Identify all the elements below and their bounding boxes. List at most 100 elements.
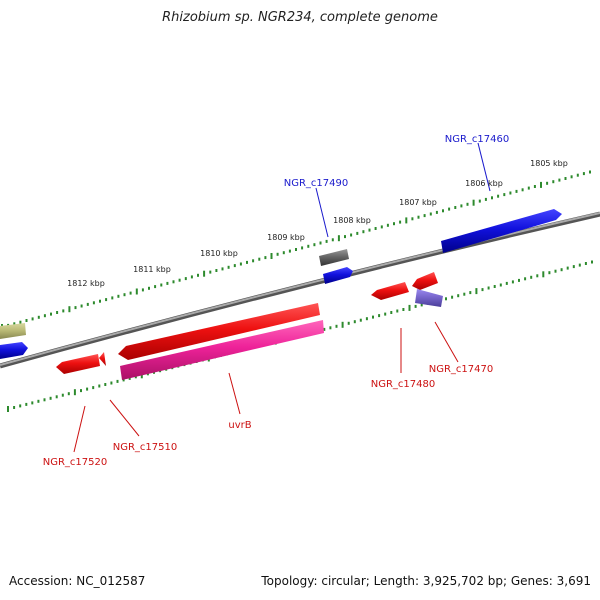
upper-scale-tick: [276, 252, 279, 256]
tick-label-1811: 1811 kbp: [133, 265, 171, 274]
upper-scale-tick: [368, 228, 371, 232]
lower-scale-tick: [518, 278, 520, 282]
upper-scale-tick: [105, 298, 108, 302]
upper-scale-tick: [472, 199, 475, 206]
label-NGR_c17460[interactable]: NGR_c17460: [445, 134, 510, 145]
label-NGR_c17490[interactable]: NGR_c17490: [284, 178, 349, 189]
upper-scale-tick: [313, 243, 316, 247]
lower-scale-tick: [548, 271, 551, 275]
tick-label-1807: 1807 kbp: [399, 198, 437, 207]
upper-scale-tick: [56, 311, 59, 314]
lower-scale-tick: [578, 263, 581, 267]
lower-scale-tick: [341, 321, 344, 328]
upper-scale-tick: [484, 197, 487, 201]
upper-scale-tick: [25, 319, 28, 322]
upper-scale-tick: [393, 222, 395, 226]
label-uvrB[interactable]: uvrB: [228, 420, 251, 431]
gene-red-long[interactable]: [118, 303, 320, 360]
upper-scale-tick: [62, 309, 65, 313]
lower-scale-tick: [61, 393, 64, 397]
tick-label-1808: 1808 kbp: [333, 216, 371, 225]
label-NGR_c17480[interactable]: NGR_c17480: [371, 379, 436, 390]
gene-blue-small[interactable]: [323, 267, 353, 284]
map-title: Rhizobium sp. NGR234, complete genome: [162, 10, 438, 25]
upper-scale-tick: [135, 288, 138, 295]
lower-scale-tick: [359, 318, 362, 322]
lower-scale-tick: [67, 392, 70, 396]
label-leader-lines: [73, 142, 491, 453]
upper-scale-tick: [350, 233, 353, 237]
lower-scale-tick: [445, 297, 447, 301]
lower-scale-tick: [420, 303, 423, 307]
lower-scale-tick: [481, 288, 484, 292]
gene-NGR_c17480[interactable]: [371, 282, 409, 300]
upper-scale-tick: [399, 220, 402, 224]
upper-scale-tick: [582, 172, 585, 176]
upper-scale-tick: [546, 181, 549, 185]
gene-NGR_c17520[interactable]: [56, 354, 100, 374]
lower-scale-tick: [390, 311, 393, 314]
label-NGR_c17470[interactable]: NGR_c17470: [429, 364, 494, 375]
upper-scale-tick: [166, 281, 169, 285]
upper-scale-tick: [491, 196, 493, 200]
upper-scale-tick: [442, 209, 444, 213]
upper-scale-tick: [478, 199, 481, 203]
lower-scale-tick: [530, 275, 533, 279]
lower-scale-tick: [104, 383, 107, 386]
upper-scale-tick: [154, 285, 157, 289]
gene-purple[interactable]: [415, 289, 443, 307]
upper-scale-tick: [31, 317, 34, 321]
upper-scale-tick: [258, 257, 261, 261]
upper-scale-tick: [270, 253, 273, 259]
lower-scale-tick: [55, 395, 58, 399]
upper-scale-tick: [405, 217, 408, 224]
lower-scale-tick: [128, 376, 131, 380]
lower-scale-tick: [329, 326, 332, 330]
upper-scale-tick: [74, 306, 77, 310]
upper-scale-tick: [509, 191, 512, 195]
gene-NGR_c17470[interactable]: [412, 272, 438, 290]
lower-scale-tick: [92, 386, 95, 390]
upper-scale-tick: [411, 217, 414, 221]
genome-summary: Topology: circular; Length: 3,925,702 bp…: [261, 574, 591, 588]
upper-scale-tick: [129, 291, 132, 295]
upper-scale-tick: [68, 306, 71, 313]
lower-scale-tick: [475, 288, 478, 295]
accession-text: Accession: NC_012587: [9, 574, 146, 588]
upper-scale-tick: [386, 223, 389, 227]
lower-scale-tick: [554, 269, 557, 273]
lower-scale-tick: [19, 404, 22, 408]
upper-scale-tick: [227, 265, 230, 269]
lower-scale-tick: [414, 304, 417, 308]
lower-scale-tick: [384, 312, 387, 316]
lower-scale-tick: [110, 381, 113, 385]
upper-scale-tick: [295, 248, 297, 251]
upper-scale-tick: [423, 214, 426, 218]
upper-scale-tick: [331, 238, 334, 242]
upper-scale-tick: [344, 235, 346, 239]
gene-NGR_c17490[interactable]: [319, 249, 349, 266]
gene-uvrB[interactable]: [120, 320, 324, 380]
tick-label-1806: 1806 kbp: [465, 179, 503, 188]
label-NGR_c17520[interactable]: NGR_c17520: [43, 457, 108, 468]
lower-scale-tick: [43, 398, 46, 402]
upper-scale-tick: [197, 273, 199, 277]
upper-scale-tick: [13, 322, 16, 326]
gene-blue-left[interactable]: [0, 342, 28, 359]
upper-scale-tick: [50, 312, 52, 316]
gene-olive-left[interactable]: [0, 323, 26, 339]
lower-scale-tick: [7, 406, 9, 412]
gene-NGR_c17510[interactable]: [99, 352, 106, 366]
gene-NGR_c17460[interactable]: [441, 209, 562, 253]
genome-backbone: [0, 212, 600, 366]
lower-scale-tick: [536, 274, 539, 278]
lower-scale-tick: [31, 401, 34, 405]
upper-scale-tick: [356, 231, 359, 235]
label-NGR_c17510[interactable]: NGR_c17510: [113, 442, 178, 453]
lower-scale-tick: [469, 291, 472, 295]
lower-scale-tick: [396, 309, 399, 313]
scale-ticks: [1, 170, 593, 412]
upper-scale-tick: [80, 304, 83, 308]
upper-scale-tick: [221, 267, 224, 271]
